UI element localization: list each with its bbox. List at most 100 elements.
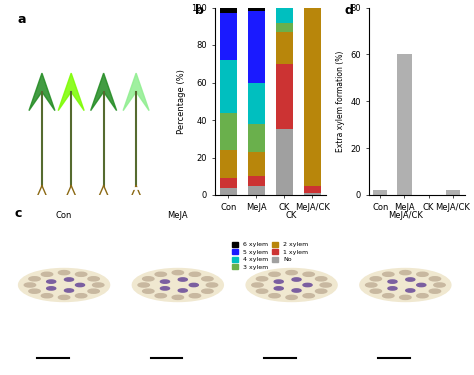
Text: Con: Con	[56, 211, 72, 220]
Ellipse shape	[417, 272, 428, 276]
Bar	[220, 188, 237, 195]
Ellipse shape	[41, 294, 53, 298]
Ellipse shape	[160, 280, 170, 283]
Ellipse shape	[256, 289, 268, 293]
Ellipse shape	[75, 284, 84, 286]
Bar	[220, 150, 237, 178]
Bar	[220, 8, 237, 13]
Bar	[304, 193, 320, 195]
Text: d: d	[345, 4, 354, 17]
Bar	[276, 32, 292, 64]
Ellipse shape	[303, 272, 314, 276]
Text: c: c	[14, 207, 21, 220]
Ellipse shape	[92, 283, 104, 287]
Ellipse shape	[88, 289, 100, 293]
Ellipse shape	[189, 294, 201, 298]
Ellipse shape	[417, 294, 428, 298]
Bar	[248, 176, 264, 186]
Ellipse shape	[286, 271, 297, 274]
Ellipse shape	[429, 289, 441, 293]
Ellipse shape	[383, 272, 394, 276]
Text: b: b	[195, 4, 204, 17]
Ellipse shape	[58, 296, 70, 299]
Ellipse shape	[202, 289, 213, 293]
Ellipse shape	[406, 278, 415, 281]
Bar	[304, 186, 320, 193]
Ellipse shape	[143, 277, 154, 281]
Text: MeJA
/CK: MeJA /CK	[128, 17, 145, 30]
Ellipse shape	[256, 277, 268, 281]
Ellipse shape	[155, 272, 166, 276]
Ellipse shape	[160, 287, 170, 290]
Ellipse shape	[406, 289, 415, 292]
Y-axis label: Extra xylem formation (%): Extra xylem formation (%)	[336, 51, 345, 152]
Bar	[276, 8, 292, 22]
Ellipse shape	[292, 278, 301, 281]
Text: a: a	[18, 13, 26, 26]
Ellipse shape	[400, 296, 411, 299]
Ellipse shape	[417, 284, 426, 286]
Ellipse shape	[400, 271, 411, 274]
Ellipse shape	[370, 289, 382, 293]
Circle shape	[132, 268, 223, 302]
Ellipse shape	[29, 277, 40, 281]
Bar	[373, 190, 387, 195]
Ellipse shape	[75, 294, 87, 298]
Y-axis label: Percentage (%): Percentage (%)	[177, 69, 186, 134]
Ellipse shape	[46, 280, 56, 283]
Bar	[248, 11, 264, 82]
Ellipse shape	[189, 284, 198, 286]
Ellipse shape	[303, 294, 314, 298]
Circle shape	[18, 268, 109, 302]
Ellipse shape	[274, 287, 283, 290]
Text: MeJA: MeJA	[63, 17, 80, 23]
Ellipse shape	[64, 289, 73, 292]
Ellipse shape	[269, 272, 280, 276]
Ellipse shape	[206, 283, 218, 287]
Ellipse shape	[75, 272, 87, 276]
Circle shape	[246, 268, 337, 302]
Ellipse shape	[388, 287, 397, 290]
Circle shape	[360, 268, 451, 302]
Bar	[248, 124, 264, 152]
Ellipse shape	[292, 289, 301, 292]
Ellipse shape	[370, 277, 382, 281]
Ellipse shape	[41, 272, 53, 276]
Ellipse shape	[383, 294, 394, 298]
Ellipse shape	[189, 272, 201, 276]
Ellipse shape	[172, 296, 183, 299]
Ellipse shape	[269, 294, 280, 298]
Ellipse shape	[320, 283, 331, 287]
Text: CK: CK	[99, 17, 108, 23]
Polygon shape	[58, 73, 84, 111]
Polygon shape	[91, 73, 117, 111]
Bar	[220, 60, 237, 112]
Bar	[276, 129, 292, 195]
Bar	[248, 8, 264, 11]
Text: MeJA/CK: MeJA/CK	[388, 211, 423, 220]
Bar	[304, 8, 320, 186]
Bar	[248, 186, 264, 195]
Ellipse shape	[64, 278, 73, 281]
Bar	[276, 22, 292, 32]
Ellipse shape	[274, 280, 283, 283]
Ellipse shape	[202, 277, 213, 281]
Polygon shape	[29, 73, 55, 111]
Ellipse shape	[24, 283, 36, 287]
Ellipse shape	[365, 283, 377, 287]
Bar	[397, 54, 412, 195]
Text: Con: Con	[35, 17, 49, 23]
Ellipse shape	[58, 271, 70, 274]
Ellipse shape	[388, 280, 397, 283]
Ellipse shape	[252, 283, 263, 287]
Ellipse shape	[429, 277, 441, 281]
Bar	[248, 82, 264, 124]
Ellipse shape	[316, 277, 327, 281]
Ellipse shape	[88, 277, 100, 281]
Ellipse shape	[286, 296, 297, 299]
Ellipse shape	[143, 289, 154, 293]
Text: CK: CK	[286, 211, 297, 220]
Ellipse shape	[155, 294, 166, 298]
Text: MeJA: MeJA	[167, 211, 188, 220]
Bar	[276, 64, 292, 129]
